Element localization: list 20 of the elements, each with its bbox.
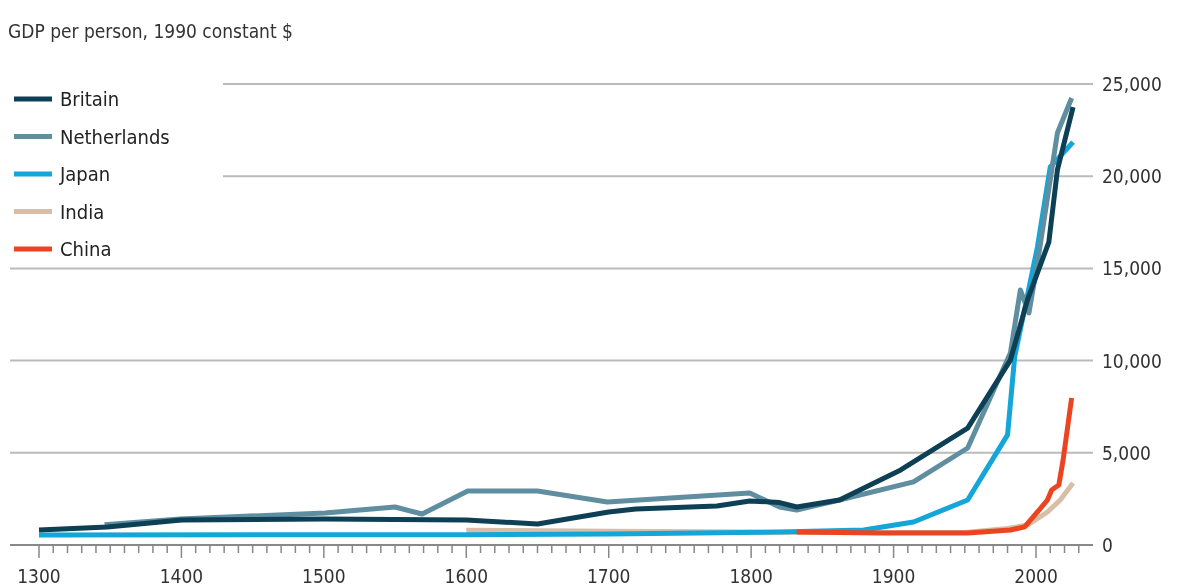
x-tick-label: 1600	[444, 565, 489, 584]
x-tick-label: 1300	[17, 565, 61, 584]
x-tick-label: 1400	[159, 565, 204, 584]
y-tick-label: 0	[1102, 534, 1113, 556]
x-tick-label: 1700	[586, 565, 631, 584]
legend-label: India	[60, 199, 105, 224]
y-tick-label: 25,000	[1102, 73, 1162, 95]
x-tick-label: 1900	[871, 565, 916, 584]
y-tick-label: 10,000	[1102, 349, 1162, 372]
y-tick-label: 20,000	[1102, 165, 1162, 188]
x-tick-label: 1500	[302, 565, 346, 584]
legend-label: Japan	[59, 162, 111, 186]
y-tick-label: 5,000	[1102, 441, 1151, 464]
legend-label: China	[60, 237, 112, 261]
chart-subtitle: GDP per person, 1990 constant $	[8, 20, 293, 42]
y-tick-label: 15,000	[1102, 257, 1162, 280]
x-tick-label: 2000	[1014, 565, 1058, 584]
x-tick-label: 1800	[729, 565, 773, 584]
legend-label: Britain	[60, 87, 120, 111]
legend-label: Netherlands	[60, 124, 170, 149]
